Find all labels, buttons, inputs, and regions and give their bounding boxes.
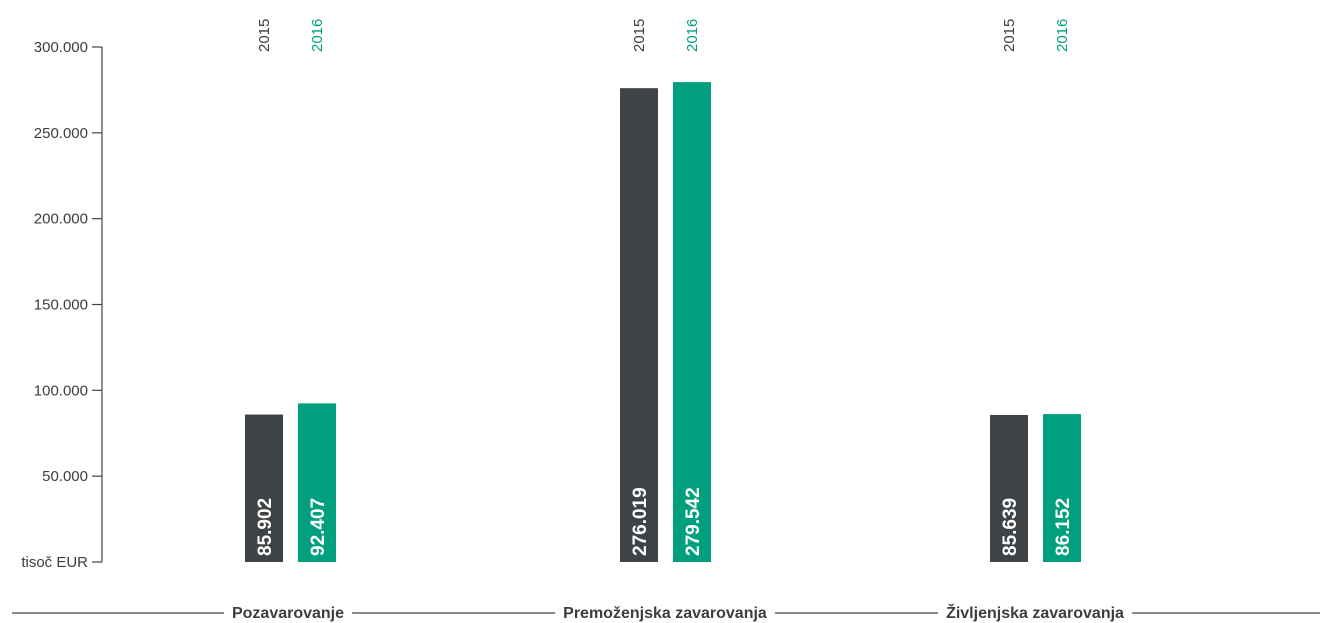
bar-2015-1 (620, 88, 658, 562)
category-label: Pozavarovanje (232, 605, 344, 622)
bar-2016-1 (673, 82, 711, 562)
y-tick-label: 50.000 (42, 468, 88, 485)
bar-value-label: 279.542 (683, 487, 704, 556)
category-label: Premoženjska zavarovanja (563, 605, 767, 622)
y-tick-label: tisoč EUR (21, 554, 88, 571)
year-label: 2015 (1001, 19, 1018, 52)
year-label: 2016 (1054, 19, 1071, 52)
year-labels-layer: 2015 2016 2015 2016 2015 2016 (256, 19, 1071, 52)
y-tick-label: 150.000 (34, 297, 88, 314)
bar-value-label: 85.902 (255, 498, 276, 556)
y-tick-label: 250.000 (34, 125, 88, 142)
year-label: 2015 (631, 19, 648, 52)
bar-value-label: 85.639 (1000, 498, 1021, 556)
y-axis: tisoč EUR 50.000 100.000 150.000 200.000 250.… (21, 39, 103, 571)
bar-2015-0 (245, 414, 283, 562)
bars-layer (245, 82, 1081, 562)
year-label: 2016 (309, 19, 326, 52)
bar-value-label: 92.407 (308, 498, 329, 556)
bar-value-label: 276.019 (630, 487, 651, 556)
category-label: Življenjska zavarovanja (946, 603, 1124, 622)
bar-2016-2 (1043, 414, 1081, 562)
value-labels-layer: 85.902 92.407 276.019 279.542 85.639 86.152 (255, 487, 1074, 556)
year-label: 2016 (684, 19, 701, 52)
y-tick-label: 300.000 (34, 39, 88, 56)
year-label: 2015 (256, 19, 273, 52)
bar-2016-0 (298, 403, 336, 562)
y-tick-label: 100.000 (34, 382, 88, 399)
category-axis: Pozavarovanje Premoženjska zavarovanja Živ… (12, 603, 1320, 622)
bar-value-label: 86.152 (1053, 498, 1074, 556)
bar-2015-2 (990, 414, 1028, 562)
y-tick-label: 200.000 (34, 211, 88, 228)
